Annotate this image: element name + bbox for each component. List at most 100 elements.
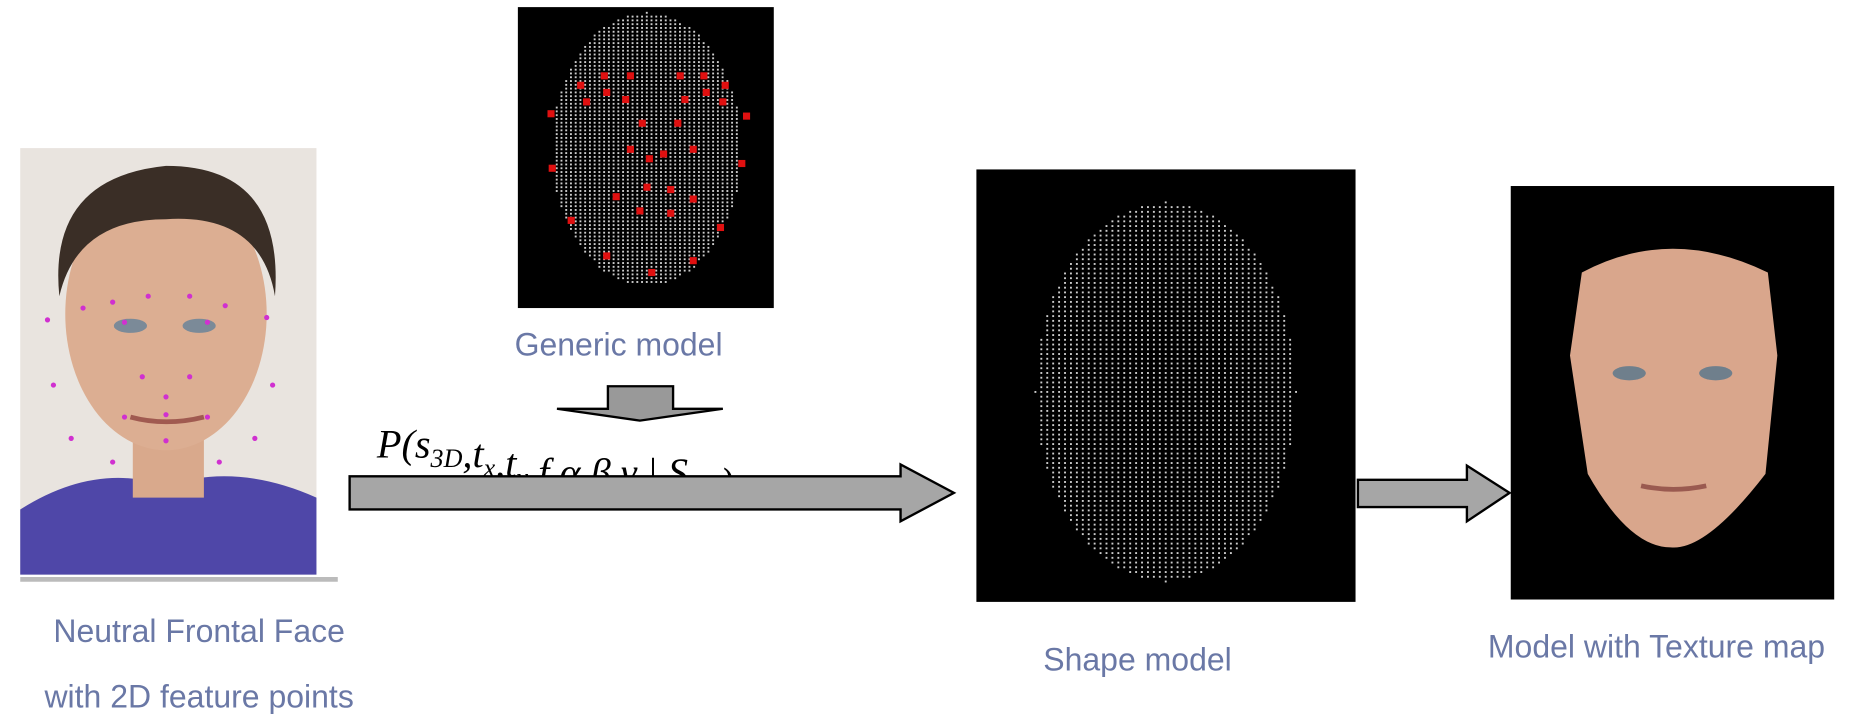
mesh-dot — [579, 167, 581, 169]
mesh-dot — [584, 110, 586, 112]
mesh-dot — [693, 156, 695, 158]
mesh-dot — [1159, 400, 1161, 402]
mesh-dot — [584, 220, 586, 222]
mesh-dot — [636, 54, 638, 56]
mesh-dot — [1082, 277, 1084, 279]
mesh-dot — [646, 220, 648, 222]
mesh-dot — [1206, 306, 1208, 308]
mesh-dot — [627, 179, 629, 181]
mesh-dot — [617, 88, 619, 90]
mesh-dot — [1188, 566, 1190, 568]
mesh-dot — [1159, 339, 1161, 341]
mesh-dot — [1046, 457, 1048, 459]
mesh-dot — [608, 80, 610, 82]
mesh-dot — [1194, 443, 1196, 445]
mesh-dot — [1230, 339, 1232, 341]
mesh-dot — [1177, 476, 1179, 478]
mesh-dot — [670, 258, 672, 260]
mesh-dot — [608, 186, 610, 188]
mesh-dot — [1183, 415, 1185, 417]
mesh-dot — [1212, 339, 1214, 341]
mesh-dot — [617, 107, 619, 109]
mesh-dot — [570, 80, 572, 82]
mesh-dot — [1123, 405, 1125, 407]
mesh-dot — [570, 164, 572, 166]
mesh-dot — [617, 61, 619, 63]
mesh-dot — [641, 129, 643, 131]
mesh-dot — [688, 251, 690, 253]
mesh-dot — [565, 129, 567, 131]
mesh-dot — [665, 65, 667, 67]
mesh-dot — [561, 152, 563, 154]
mesh-dot — [584, 179, 586, 181]
mesh-dot — [1147, 481, 1149, 483]
mesh-dot — [1254, 410, 1256, 412]
mesh-dot — [674, 194, 676, 196]
mesh-dot — [1088, 438, 1090, 440]
mesh-dot — [722, 182, 724, 184]
mesh-dot — [679, 84, 681, 86]
mesh-dot — [1082, 315, 1084, 317]
mesh-dot — [655, 118, 657, 120]
mesh-dot — [707, 46, 709, 48]
mesh-dot — [641, 273, 643, 275]
mesh-dot — [707, 114, 709, 116]
mesh-dot — [1194, 386, 1196, 388]
mesh-dot — [1224, 358, 1226, 360]
mesh-dot — [632, 277, 634, 279]
mesh-dot — [1206, 310, 1208, 312]
mesh-dot — [1111, 372, 1113, 374]
mesh-dot — [561, 186, 563, 188]
mesh-dot — [1100, 528, 1102, 530]
mesh-dot — [1260, 467, 1262, 469]
mesh-dot — [1147, 325, 1149, 327]
mesh-dot — [1111, 220, 1113, 222]
mesh-dot — [1117, 467, 1119, 469]
mesh-dot — [627, 137, 629, 139]
mesh-dot — [1106, 405, 1108, 407]
mesh-dot — [655, 80, 657, 82]
mesh-dot — [636, 19, 638, 21]
mesh-dot — [1147, 509, 1149, 511]
mesh-dot — [674, 247, 676, 249]
mesh-dot — [1171, 538, 1173, 540]
mesh-dot — [1153, 419, 1155, 421]
mesh-dot — [1165, 528, 1167, 530]
mesh-dot — [1224, 481, 1226, 483]
mesh-dot — [570, 228, 572, 230]
feature-point — [568, 217, 575, 224]
mesh-dot — [608, 61, 610, 63]
mesh-dot — [613, 273, 615, 275]
mesh-dot — [1277, 339, 1279, 341]
mesh-dot — [1212, 472, 1214, 474]
mesh-dot — [655, 213, 657, 215]
mesh-dot — [1123, 505, 1125, 507]
mesh-dot — [1236, 491, 1238, 493]
mesh-dot — [646, 179, 648, 181]
mesh-dot — [1070, 419, 1072, 421]
mesh-dot — [584, 145, 586, 147]
mesh-dot — [1147, 367, 1149, 369]
mesh-dot — [717, 148, 719, 150]
mesh-dot — [627, 35, 629, 37]
mesh-dot — [1123, 429, 1125, 431]
mesh-dot — [1248, 277, 1250, 279]
mesh-dot — [603, 141, 605, 143]
mesh-dot — [1070, 287, 1072, 289]
mesh-dot — [1058, 495, 1060, 497]
mesh-dot — [698, 152, 700, 154]
mesh-dot — [1188, 514, 1190, 516]
mesh-dot — [1177, 438, 1179, 440]
mesh-dot — [1165, 220, 1167, 222]
mesh-dot — [1271, 391, 1273, 393]
mesh-dot — [1242, 391, 1244, 393]
mesh-dot — [561, 107, 563, 109]
mesh-dot — [1242, 268, 1244, 270]
mesh-dot — [655, 73, 657, 75]
mesh-dot — [1183, 514, 1185, 516]
mesh-dot — [1064, 296, 1066, 298]
mesh-dot — [565, 171, 567, 173]
mesh-dot — [641, 247, 643, 249]
mesh-dot — [651, 69, 653, 71]
mesh-dot — [717, 122, 719, 124]
